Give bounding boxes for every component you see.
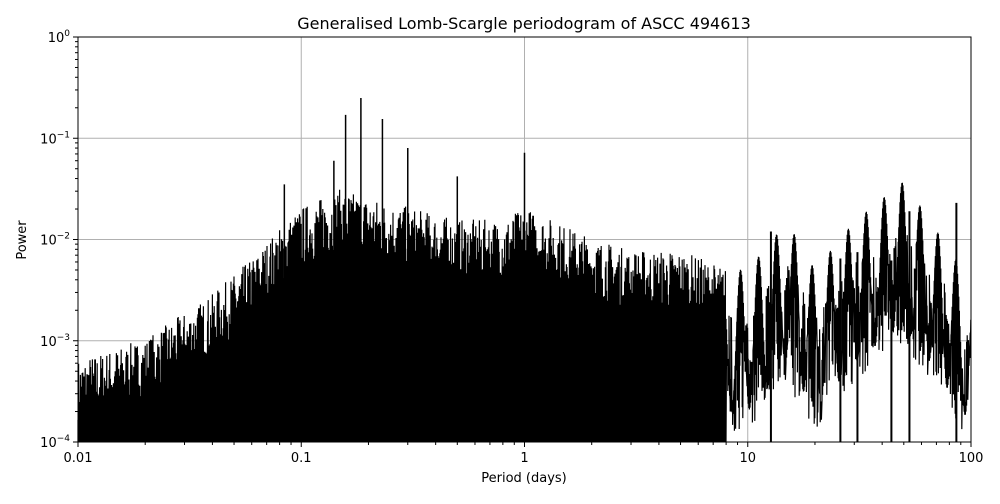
y-tick-label: 10−1 (40, 130, 70, 147)
y-tick-label: 100 (48, 29, 71, 46)
x-tick-label: 1 (520, 451, 528, 466)
y-axis-label: Power (15, 220, 30, 260)
axis-ticks: 0.01 0.1 1 10 100 10−4 10−3 10−2 10−1 100 (40, 29, 983, 466)
y-tick-label: 10−3 (40, 333, 70, 350)
x-axis-label: Period (days) (481, 471, 567, 486)
y-tick-label: 10−2 (40, 232, 70, 249)
chart-title: Generalised Lomb-Scargle periodogram of … (297, 14, 751, 33)
x-tick-label: 100 (959, 451, 984, 466)
x-tick-label: 0.01 (64, 451, 93, 466)
y-tick-label: 10−4 (40, 434, 70, 451)
periodogram-series (77, 97, 972, 443)
x-tick-label: 0.1 (291, 451, 312, 466)
x-tick-label: 10 (739, 451, 756, 466)
